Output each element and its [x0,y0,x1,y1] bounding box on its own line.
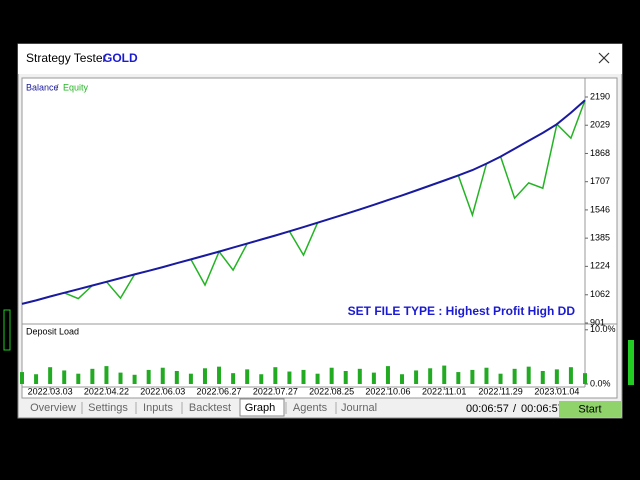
bar [20,372,24,384]
symbol: GOLD [103,51,138,65]
bar [301,369,306,384]
bar [568,367,573,384]
legend-separator: / [56,82,59,92]
bar [217,366,222,384]
y-tick-label: 2190 [590,91,610,101]
x-tick-label: 2022.11.01 [422,386,466,396]
bar [400,374,405,384]
bar [540,370,545,384]
bar [62,370,67,384]
title-bar [18,44,622,74]
tab[interactable]: Settings [88,402,128,414]
bar [442,365,447,384]
tab[interactable]: Backtest [189,402,231,414]
bar [371,372,376,384]
bar [245,369,250,384]
y-tick-label: 1546 [590,204,610,214]
x-tick-label: 2022.06.27 [197,386,242,396]
bg-candle [628,340,634,385]
tab[interactable]: Inputs [143,402,173,414]
tab[interactable]: Overview [30,402,76,414]
total-time: 00:06:57 [521,403,564,415]
annotation: SET FILE TYPE : Highest Profit High DD [348,304,576,318]
x-tick-label: 2022.06.03 [140,386,185,396]
bar [104,366,109,384]
x-tick-label: 2022.10.06 [365,386,410,396]
x-tick-label: 2022.11.29 [478,386,522,396]
legend: Balance / Equity [26,82,89,92]
bar [132,374,137,384]
y-tick-label: 901 [590,317,605,327]
bar [498,373,503,384]
panel-title: Deposit Load [26,326,79,336]
bar [76,373,81,384]
bar [583,373,587,384]
legend-entry: Equity [63,82,89,92]
x-tick-label: 2023.01.04 [534,386,579,396]
close-button[interactable] [598,52,610,64]
y-tick-label: 0.0% [590,378,611,388]
y-tick-label: 1224 [590,261,610,271]
tab-active-bg[interactable] [239,398,285,417]
legend-entry: Balance [26,82,59,92]
x-tick-label: 2022.04.22 [84,386,129,396]
bar [357,368,362,384]
bar [315,373,320,384]
bar [428,368,433,384]
bar [188,373,193,384]
bg-candle [3,309,11,351]
start-label[interactable]: Start [578,403,601,415]
bar [48,367,53,384]
bar [287,371,292,384]
bar [343,370,348,384]
equity-panel [21,77,618,325]
bar [385,366,390,384]
bar [484,367,489,384]
x-tick-label: 2022.08.25 [309,386,354,396]
bar [470,369,475,384]
bar [259,374,264,384]
bar [118,372,123,384]
series-line [21,99,586,305]
bar [202,368,207,384]
tab[interactable]: Graph [245,402,276,414]
bar [273,367,278,384]
bar [554,369,559,384]
x-tick-label: 2022.07.27 [253,386,298,396]
y-tick-label: 1868 [590,148,610,158]
bar [174,370,179,384]
start-button[interactable]: Start [559,401,621,417]
bar [329,367,334,384]
time-separator: / [513,403,517,415]
bar [146,369,151,384]
bar [456,372,461,384]
bar [526,366,531,384]
bar [231,373,236,384]
x-tick-label: 2022.03.03 [28,386,73,396]
bar [512,368,517,384]
y-tick-label: 1062 [590,289,610,299]
bar [90,368,95,384]
y-tick-label: 1707 [590,176,610,186]
y-tick-label: 1385 [590,233,610,243]
bar [160,367,165,384]
window-title: Strategy Tester [26,51,106,65]
y-tick-label: 10.0% [590,324,616,334]
deposit-panel [21,323,618,399]
tab[interactable]: Agents [293,402,328,414]
bar [414,370,419,384]
y-tick-label: 2029 [590,120,610,130]
tab[interactable]: Journal [341,402,377,414]
start-button-bg[interactable] [559,401,621,417]
elapsed-time: 00:06:57 [466,403,509,415]
bar [34,374,39,384]
